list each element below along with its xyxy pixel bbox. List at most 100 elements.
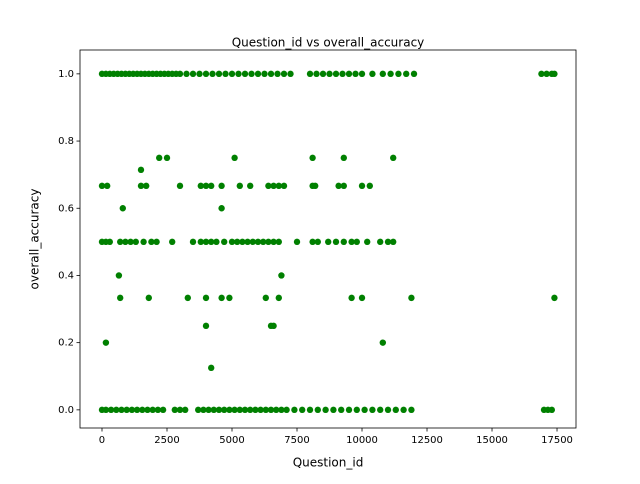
point xyxy=(215,406,223,414)
point xyxy=(153,238,160,246)
point xyxy=(408,294,415,302)
point xyxy=(408,406,415,414)
point xyxy=(202,294,210,302)
x-tick-label: 12500 xyxy=(411,435,443,446)
point xyxy=(249,238,257,246)
point xyxy=(145,294,152,302)
chart-title: Question_id vs overall_accuracy xyxy=(232,36,425,50)
point xyxy=(364,238,371,246)
point xyxy=(236,182,244,190)
point xyxy=(241,70,249,78)
point xyxy=(209,70,216,78)
point xyxy=(133,406,141,414)
point xyxy=(102,339,110,346)
point xyxy=(218,205,225,212)
point xyxy=(332,238,340,246)
point xyxy=(377,406,384,414)
point xyxy=(200,406,207,414)
point xyxy=(278,272,285,279)
point xyxy=(202,322,210,330)
point xyxy=(196,70,203,78)
point xyxy=(231,406,238,414)
point xyxy=(169,238,176,246)
y-tick-label: 0.2 xyxy=(58,338,74,349)
point xyxy=(340,154,348,162)
point xyxy=(543,70,550,78)
point xyxy=(244,238,251,246)
point xyxy=(260,238,267,246)
point xyxy=(247,406,254,414)
point xyxy=(106,238,113,246)
point xyxy=(361,406,368,414)
point xyxy=(208,182,215,190)
point xyxy=(218,294,225,302)
x-tick-label: 0 xyxy=(99,435,105,446)
point xyxy=(390,154,397,162)
point xyxy=(309,154,316,162)
point xyxy=(257,406,264,414)
point xyxy=(366,182,374,190)
point xyxy=(395,70,402,78)
point xyxy=(335,182,342,190)
point xyxy=(293,238,301,246)
point xyxy=(231,154,238,162)
point xyxy=(183,70,190,78)
point xyxy=(210,406,218,414)
point xyxy=(348,238,355,246)
point xyxy=(340,238,348,246)
point xyxy=(326,70,333,78)
point xyxy=(254,238,262,246)
point xyxy=(123,406,130,414)
point xyxy=(154,406,162,414)
x-axis-label: Question_id xyxy=(293,456,364,470)
point xyxy=(275,182,283,190)
point xyxy=(149,406,156,414)
point xyxy=(291,406,298,414)
point xyxy=(208,238,215,246)
point xyxy=(107,406,115,414)
point xyxy=(252,406,259,414)
point xyxy=(148,238,155,246)
point xyxy=(159,406,167,414)
point xyxy=(358,182,366,190)
point xyxy=(287,70,294,78)
point xyxy=(127,238,134,246)
x-tick-label: 15000 xyxy=(476,435,508,446)
point xyxy=(548,406,556,414)
plot-frame xyxy=(79,49,577,429)
point xyxy=(236,406,244,414)
point xyxy=(265,238,272,246)
point xyxy=(265,182,272,190)
y-tick-label: 0.4 xyxy=(58,270,74,281)
point xyxy=(377,238,384,246)
point xyxy=(103,182,111,190)
point xyxy=(392,406,400,414)
point xyxy=(247,182,254,190)
point xyxy=(235,70,242,78)
point xyxy=(189,70,197,78)
point xyxy=(213,238,220,246)
point xyxy=(122,238,129,246)
point xyxy=(348,294,355,302)
point xyxy=(254,70,262,78)
y-tick-label: 1.0 xyxy=(58,69,74,80)
point xyxy=(228,70,236,78)
point xyxy=(176,70,184,78)
point xyxy=(197,182,205,190)
x-tick-label: 2500 xyxy=(154,435,179,446)
point xyxy=(116,294,124,302)
point xyxy=(387,70,394,78)
point xyxy=(345,70,353,78)
point xyxy=(205,406,212,414)
point xyxy=(102,406,110,414)
point xyxy=(144,406,151,414)
point xyxy=(239,238,246,246)
point xyxy=(330,406,337,414)
x-tick-label: 5000 xyxy=(219,435,244,446)
point xyxy=(280,182,288,190)
point xyxy=(228,238,236,246)
point xyxy=(262,294,270,302)
point xyxy=(299,406,306,414)
point xyxy=(353,238,361,246)
point xyxy=(182,406,189,414)
